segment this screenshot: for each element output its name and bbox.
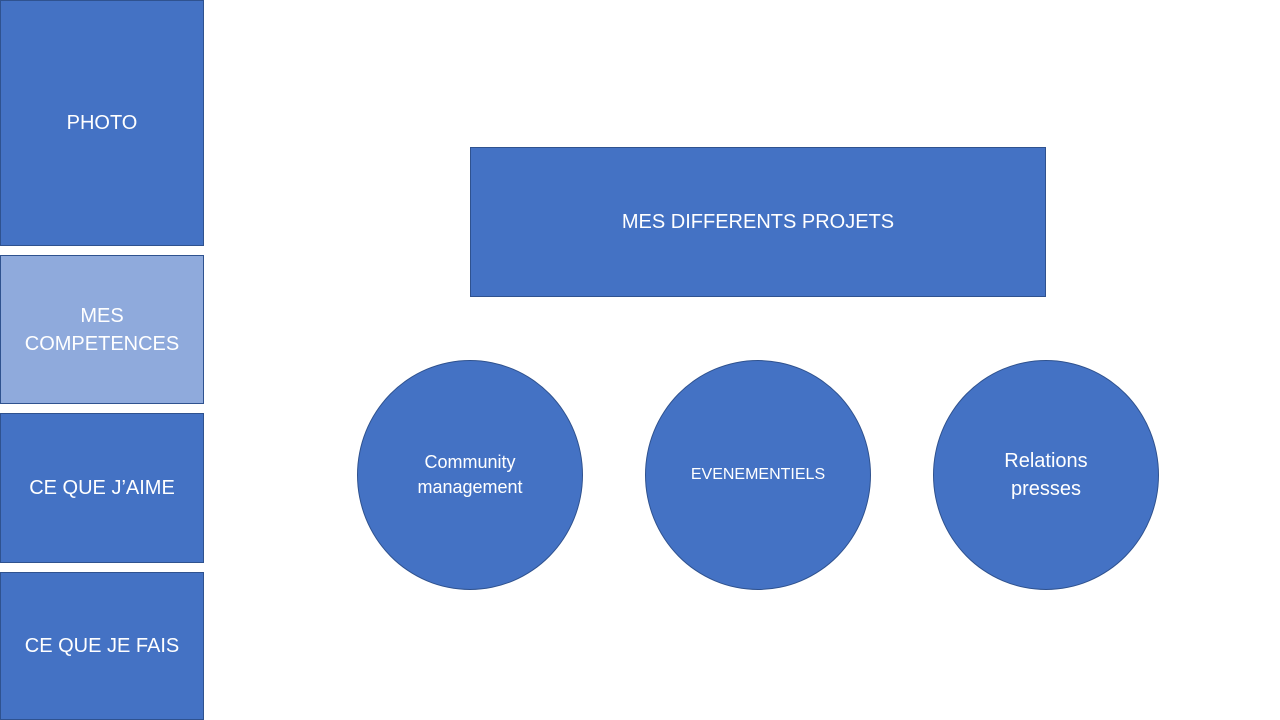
nav-photo-label: PHOTO [66, 112, 138, 134]
nav-aime-label: CE QUE J’AIME [29, 477, 175, 499]
project-evenementiels-label: EVENEMENTIELS [690, 465, 826, 483]
project-community-management-button[interactable]: Community management [357, 360, 583, 590]
project-relations-presses-button[interactable]: Relations presses [933, 360, 1159, 590]
nav-competences-button[interactable]: MES COMPETENCES [0, 255, 204, 404]
nav-photo-button[interactable]: PHOTO [0, 0, 204, 246]
nav-fais-button[interactable]: CE QUE JE FAIS [0, 572, 204, 720]
nav-fais-label: CE QUE JE FAIS [24, 635, 180, 657]
nav-competences-label: MES COMPETENCES [24, 304, 180, 355]
project-relations-presses-label: Relations presses [1004, 450, 1088, 500]
nav-aime-button[interactable]: CE QUE J’AIME [0, 413, 204, 563]
project-community-management-label: Community management [417, 451, 523, 497]
projects-header-button[interactable]: MES DIFFERENTS PROJETS [470, 147, 1046, 297]
project-evenementiels-button[interactable]: EVENEMENTIELS [645, 360, 871, 590]
projects-header-label: MES DIFFERENTS PROJETS [621, 211, 895, 233]
